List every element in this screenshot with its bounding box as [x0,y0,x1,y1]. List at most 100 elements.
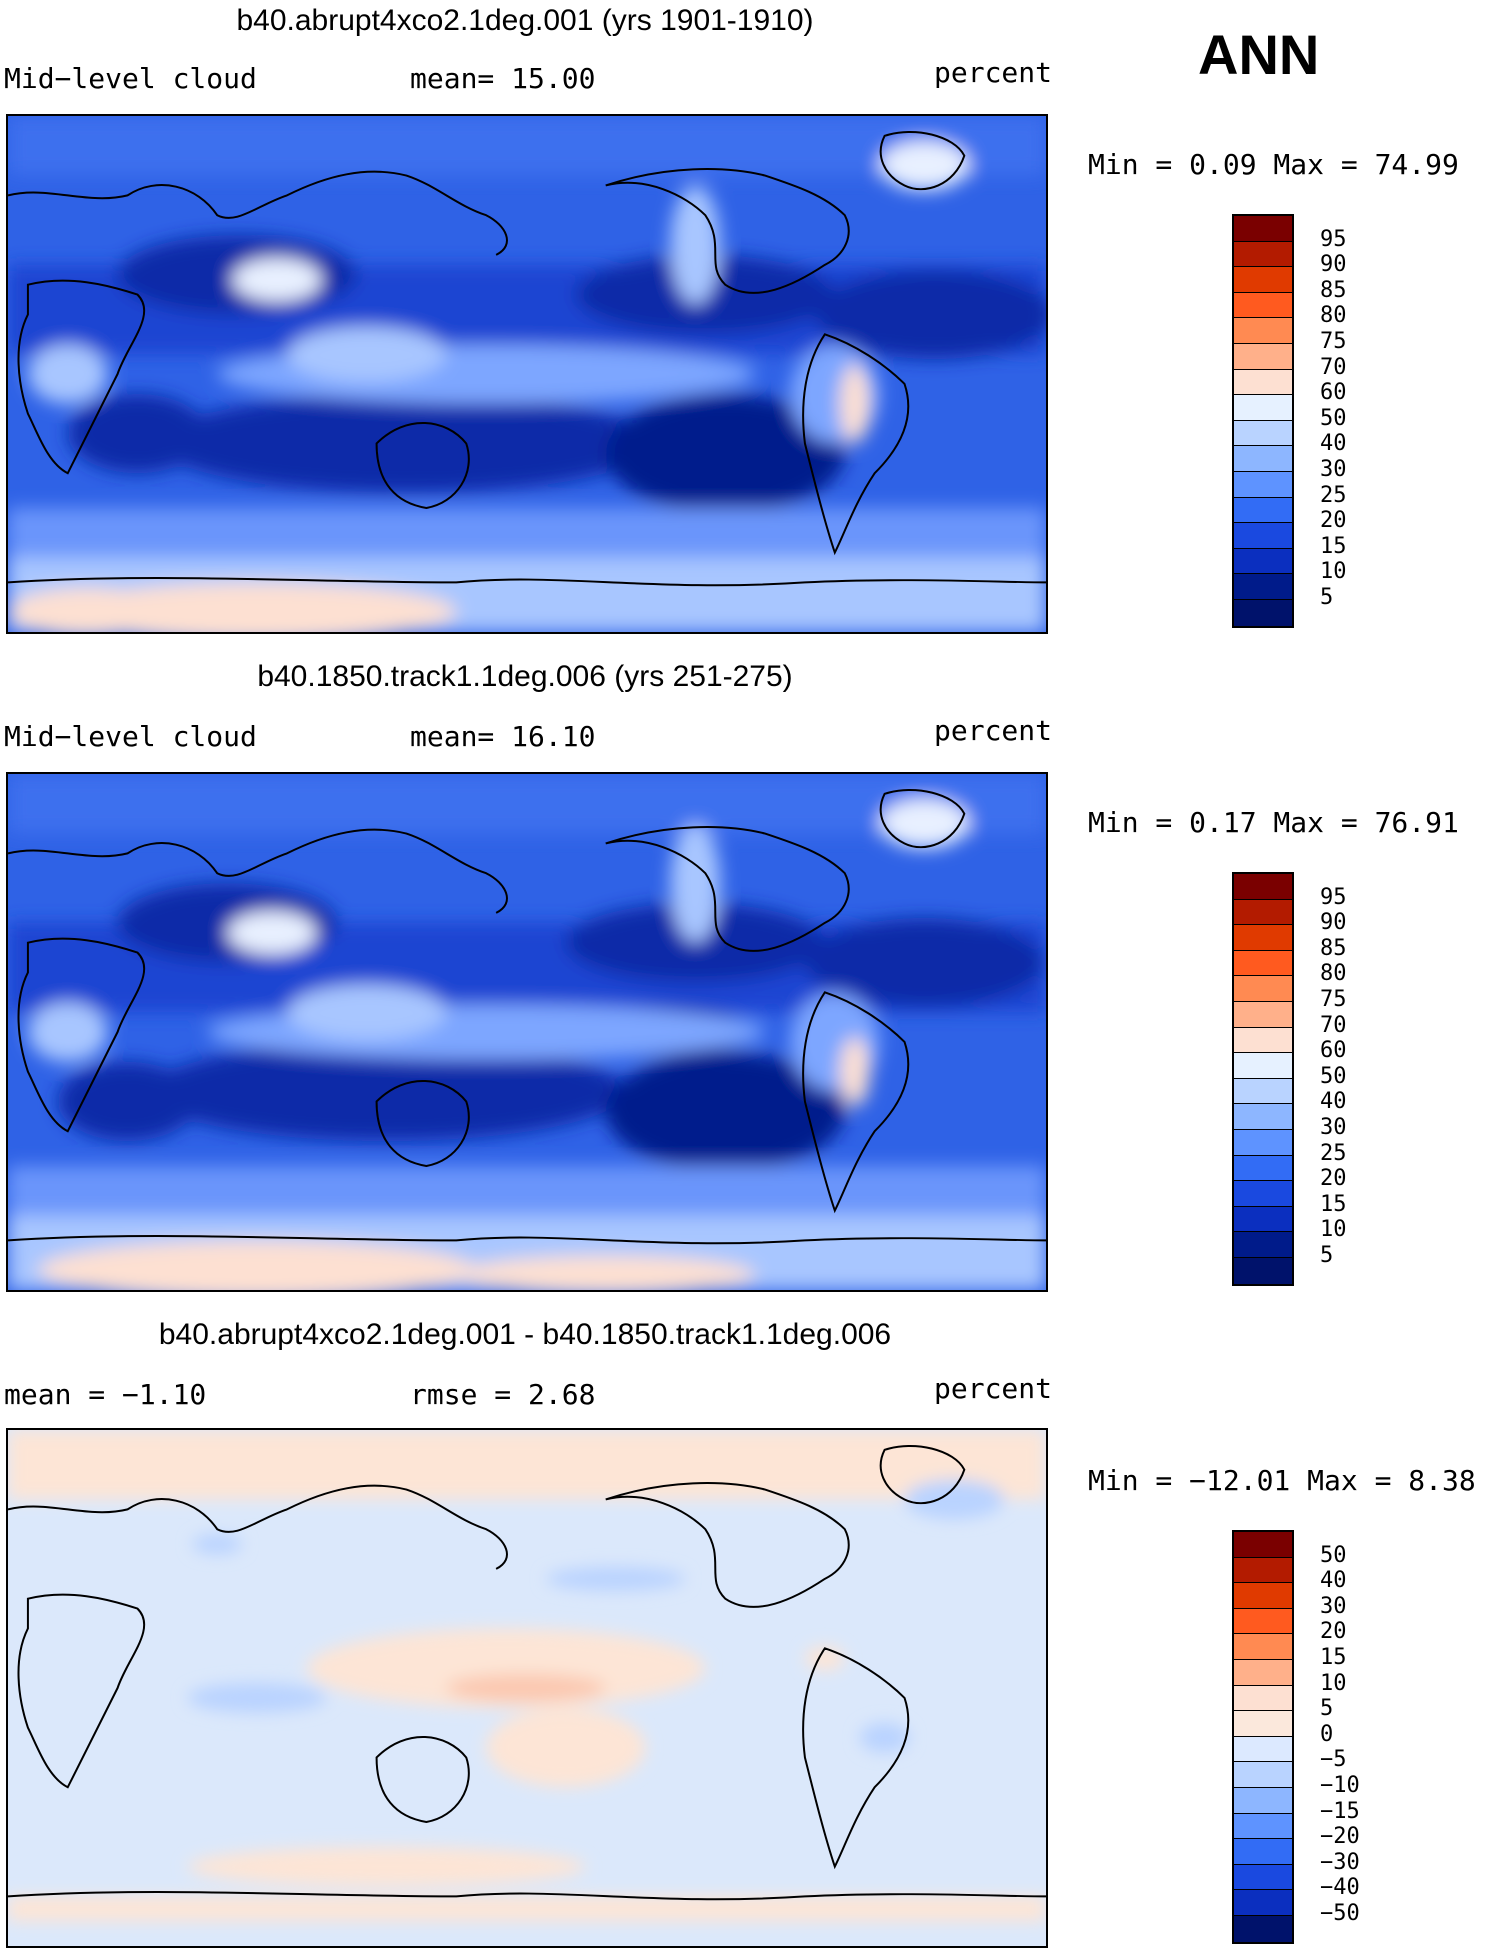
panel-1-map [6,114,1048,634]
panel-2-mean-label: mean= 16.10 [410,720,596,753]
colorbar-swatch [1234,1608,1292,1635]
colorbar-swatch [1234,216,1292,242]
panel-2-title: b40.1850.track1.1deg.006 (yrs 251-275) [257,660,793,693]
panel-2-coastlines [8,789,1046,1245]
colorbar-tick-label: 15 [1320,1191,1347,1217]
colorbar-tick-label: 95 [1320,884,1347,910]
colorbar-swatch [1234,950,1292,977]
colorbar-swatch [1234,292,1292,319]
colorbar-swatch [1234,241,1292,268]
colorbar-swatch [1234,548,1292,575]
panel-2-map-svg [8,774,1046,1290]
colorbar-swatch [1234,1915,1292,1942]
colorbar-swatch [1234,1532,1292,1558]
colorbar-swatch [1234,343,1292,370]
panel-3-title: b40.abrupt4xco2.1deg.001 - b40.1850.trac… [158,1318,892,1351]
panel-1-coastlines [8,131,1046,587]
colorbar-tick-label: 40 [1320,1568,1347,1594]
colorbar-swatch [1234,925,1292,951]
colorbar-tick-label: 50 [1320,1542,1347,1568]
panel-3-units-label: percent [934,1372,1053,1405]
panel-3-colorbar [1232,1530,1294,1944]
colorbar-tick-label: 75 [1320,987,1347,1012]
colorbar-swatch [1234,1557,1292,1584]
colorbar-tick-label: 30 [1320,1115,1347,1140]
colorbar-swatch [1234,1027,1292,1054]
panel-2-variable-label: Mid−level cloud [4,720,257,753]
colorbar-swatch [1234,1053,1292,1079]
panel-2-minmax: Min = 0.17 Max = 76.91 [1088,806,1459,839]
colorbar-swatch [1234,1129,1292,1156]
panel-2-units-label: percent [934,714,1053,747]
colorbar-tick-label: 20 [1320,508,1347,534]
colorbar-tick-label: 10 [1320,1670,1347,1696]
colorbar-tick-label: 75 [1320,329,1347,354]
colorbar-swatch [1234,1181,1292,1207]
colorbar-tick-label: 10 [1320,1217,1347,1243]
colorbar-tick-label: 5 [1320,1243,1334,1268]
colorbar-swatch [1234,1685,1292,1712]
colorbar-swatch [1234,1890,1292,1916]
panel-3-coastlines [8,1445,1046,1901]
panel-3-mean-label: mean = −1.10 [4,1378,207,1411]
colorbar-tick-label: 60 [1320,1038,1347,1064]
colorbar-tick-label: 90 [1320,252,1347,278]
colorbar-tick-label: 25 [1320,1140,1347,1166]
colorbar-tick-label: 50 [1320,405,1347,431]
colorbar-swatch [1234,1078,1292,1105]
colorbar-swatch [1234,395,1292,421]
colorbar-swatch [1234,874,1292,900]
panel-1-units-label: percent [934,56,1053,89]
colorbar-swatch [1234,497,1292,524]
colorbar-tick-label: 10 [1320,559,1347,585]
panel-1-variable-label: Mid−level cloud [4,62,257,95]
panel-3-rmse-label: rmse = 2.68 [410,1378,596,1411]
colorbar-tick-label: 5 [1320,1696,1334,1722]
colorbar-tick-label: 70 [1320,1012,1347,1038]
colorbar-tick-label: −10 [1320,1773,1360,1798]
colorbar-tick-label: 30 [1320,457,1347,482]
colorbar-swatch [1234,1813,1292,1840]
colorbar-tick-label: 5 [1320,585,1334,610]
panel-3-minmax: Min = −12.01 Max = 8.38 [1088,1464,1476,1497]
colorbar-swatch [1234,1762,1292,1788]
colorbar-tick-label: −30 [1320,1849,1360,1875]
colorbar-swatch [1234,267,1292,293]
colorbar-swatch [1234,420,1292,447]
colorbar-swatch [1234,318,1292,344]
colorbar-tick-label: −50 [1320,1901,1360,1926]
panel-1-title: b40.abrupt4xco2.1deg.001 (yrs 1901-1910) [236,4,814,37]
panel-1-minmax: Min = 0.09 Max = 74.99 [1088,148,1459,181]
colorbar-tick-label: 80 [1320,303,1347,329]
colorbar-swatch [1234,1864,1292,1891]
colorbar-swatch [1234,1232,1292,1258]
colorbar-tick-label: 15 [1320,533,1347,559]
colorbar-swatch [1234,1583,1292,1609]
colorbar-swatch [1234,471,1292,498]
colorbar-tick-label: 25 [1320,482,1347,508]
colorbar-tick-label: −40 [1320,1875,1360,1901]
colorbar-swatch [1234,1839,1292,1865]
colorbar-tick-label: 40 [1320,431,1347,457]
colorbar-swatch [1234,369,1292,396]
panel-3-map-svg [8,1430,1046,1946]
colorbar-swatch [1234,899,1292,926]
panel-1-mean-label: mean= 15.00 [410,62,596,95]
colorbar-tick-label: 85 [1320,277,1347,303]
colorbar-swatch [1234,1001,1292,1028]
colorbar-swatch [1234,446,1292,472]
colorbar-swatch [1234,1711,1292,1737]
colorbar-tick-label: 20 [1320,1166,1347,1192]
colorbar-swatch [1234,1634,1292,1660]
colorbar-tick-label: 15 [1320,1645,1347,1670]
panel-1-colorbar [1232,214,1294,628]
colorbar-swatch [1234,1659,1292,1686]
colorbar-tick-label: 50 [1320,1063,1347,1089]
colorbar-tick-label: −5 [1320,1747,1347,1773]
colorbar-swatch [1234,1155,1292,1182]
colorbar-swatch [1234,1787,1292,1814]
colorbar-swatch [1234,1104,1292,1130]
colorbar-tick-label: −20 [1320,1824,1360,1850]
panel-1-map-svg [8,116,1046,632]
colorbar-tick-label: 95 [1320,226,1347,252]
